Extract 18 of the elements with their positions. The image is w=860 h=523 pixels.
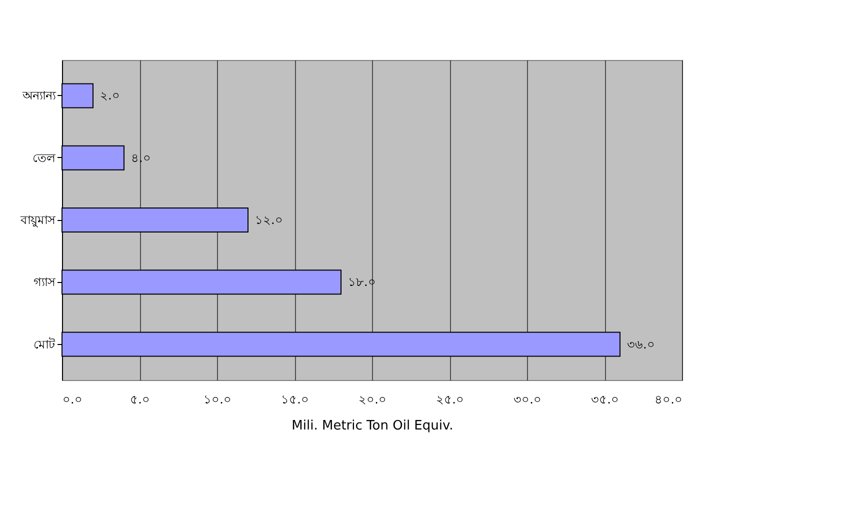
x-tick-label: ৩০.০: [514, 392, 542, 406]
x-tick-label: ১৫.০: [281, 392, 309, 406]
x-tick-label: ২৫.০: [436, 392, 464, 406]
text: ২.০: [100, 88, 120, 103]
y-tick-label: মোট: [34, 337, 56, 352]
text: ১২.০: [255, 213, 283, 227]
y-tick-label: বায়ুমাস: [20, 213, 56, 228]
x-tick-label: ২০.০: [358, 392, 386, 406]
x-axis-title: Mili. Metric Ton Oil Equiv.: [292, 418, 454, 434]
x-tick-label: ৫.০: [130, 392, 150, 406]
x-tick-label: ১০.০: [204, 392, 232, 406]
y-tick-label: গ্যাস: [34, 275, 56, 290]
y-tick-label: তেল: [32, 150, 56, 165]
x-tick-label: ০.০: [62, 392, 82, 406]
x-tick-label: ৪০.০: [654, 392, 682, 406]
y-tick-label: অন্যান্য: [22, 88, 56, 103]
x-tick-label: ৩৫.০: [591, 392, 619, 406]
text: ৩৬.০: [627, 337, 655, 352]
